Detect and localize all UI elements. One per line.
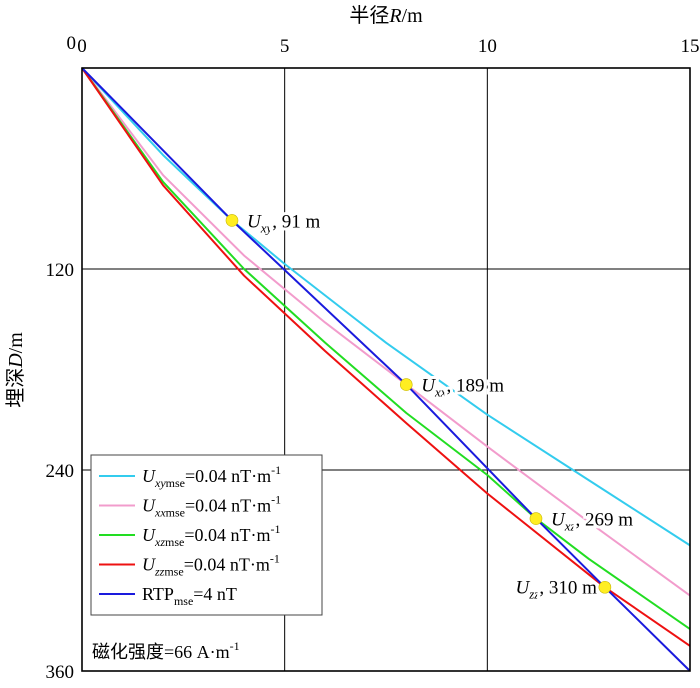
legend-label-xz: Uxzmse=0.04 nT·m-1 <box>142 522 281 549</box>
marker-label-symbol: U <box>247 211 262 232</box>
marker-label-symbol: U <box>421 376 436 397</box>
x-tick-label-15: 15 <box>681 36 700 57</box>
legend-label-rtp: RTPmse=4 nT <box>142 584 237 608</box>
legend-subscript: xx <box>154 506 166 520</box>
series-line-uzz <box>81 67 691 647</box>
legend-symbol: U <box>142 496 156 516</box>
legend-value: =0.04 nT·m <box>185 496 271 516</box>
series-line-rtp <box>81 67 691 672</box>
legend-label-xy: Uxymse=0.04 nT·m-1 <box>142 463 281 490</box>
marker-label-value: , 310 m <box>539 577 597 598</box>
marker-label-value: , 91 m <box>272 211 320 232</box>
legend-label-xx: Uxxmse=0.04 nT·m-1 <box>142 493 281 520</box>
y-tick-label-240: 240 <box>46 461 75 482</box>
legend-symbol: U <box>142 555 156 575</box>
marker-label-value: , 189 m <box>447 376 505 397</box>
legend-value: =4 nT <box>193 584 237 604</box>
legend-subscript-mse: mse <box>166 476 185 490</box>
marker-label-symbol: U <box>551 510 566 531</box>
marker-label-zz: Uzz, 310 m <box>515 577 597 601</box>
plot-frame <box>81 67 691 672</box>
tick-layer: 0 5 10 15 0 120 240 360 <box>46 33 700 683</box>
x-tick-label-0: 0 <box>77 36 87 57</box>
series-line-uxz <box>81 67 691 630</box>
x-axis-title: 半径R/m <box>349 4 423 27</box>
y-tick-label-0: 0 <box>67 33 77 54</box>
marker-label-xz: Uxz, 269 m <box>551 510 633 534</box>
series-line-uxy <box>81 67 691 547</box>
marker-label-subscript: xz <box>564 519 576 534</box>
legend-subscript-mse: mse <box>166 506 185 520</box>
legend-value: =0.04 nT·m <box>184 555 270 575</box>
y-tick-label-360: 360 <box>46 662 75 683</box>
marker-point-xx <box>399 378 413 391</box>
marker-label-subscript: zz <box>528 586 539 601</box>
magnetization-annotation: 磁化强度=66 A·m-1 <box>92 639 240 662</box>
legend-subscript-mse: mse <box>164 565 183 579</box>
y-tick-label-120: 120 <box>46 260 75 281</box>
marker-label-xy: Uxy, 91 m <box>247 211 321 235</box>
marker-label-subscript: xy <box>260 220 273 235</box>
legend-subscript: xy <box>154 476 166 490</box>
marker-label-xx: Uxx, 189 m <box>421 376 504 400</box>
legend-label-zz: Uzzmse=0.04 nT·m-1 <box>142 552 280 579</box>
legend-subscript: xz <box>154 535 165 549</box>
legend-symbol: U <box>142 466 156 486</box>
marker-point-xz <box>529 512 543 525</box>
legend-symbol: U <box>142 525 156 545</box>
series-layer <box>81 67 691 672</box>
marker-label-symbol: U <box>515 577 530 598</box>
x-tick-label-10: 10 <box>478 36 497 57</box>
marker-label-value: , 269 m <box>576 510 634 531</box>
legend-symbol: RTP <box>142 584 174 604</box>
x-tick-label-5: 5 <box>280 36 290 57</box>
legend-value: =0.04 nT·m <box>184 525 270 545</box>
marker-point-xy <box>225 214 239 227</box>
series-line-uxx <box>81 67 691 597</box>
legend-superscript: -1 <box>271 522 281 536</box>
marker-point-zz <box>598 580 612 594</box>
legend-superscript: -1 <box>271 493 281 507</box>
marker-label-subscript: xx <box>434 385 447 400</box>
legend-value: =0.04 nT·m <box>185 466 271 486</box>
legend-subscript-mse: mse <box>174 594 193 608</box>
y-axis-title: 埋深D/m <box>4 332 27 408</box>
legend-subscript-mse: mse <box>165 535 184 549</box>
legend-subscript: zz <box>154 565 165 579</box>
legend-superscript: -1 <box>270 552 280 566</box>
legend-superscript: -1 <box>271 463 281 477</box>
